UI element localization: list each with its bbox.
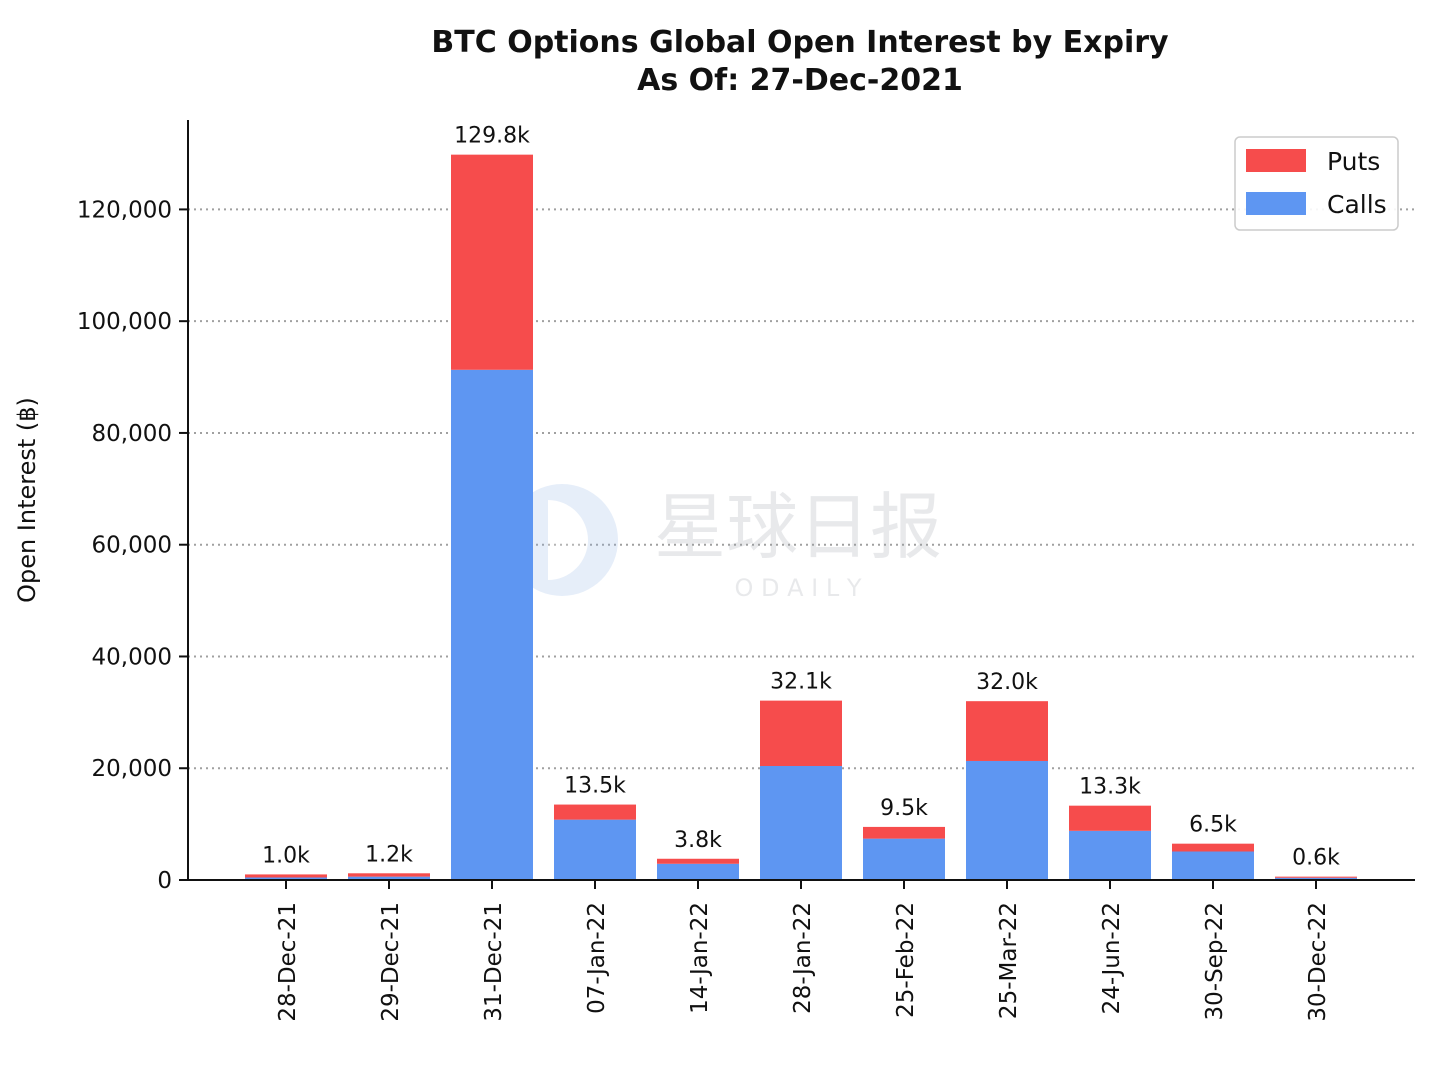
bar-total-label: 1.0k <box>262 843 310 868</box>
bar-calls-28-Dec-21 <box>245 877 327 880</box>
watermark-latin: O D A I L Y <box>734 574 861 602</box>
x-tick-label: 25-Feb-22 <box>893 902 919 1018</box>
bar-total-label: 0.6k <box>1292 846 1340 871</box>
odaily-watermark: 星球日报 O D A I L Y <box>506 484 942 602</box>
bar-puts-25-Feb-22 <box>863 826 945 839</box>
bar-calls-30-Sep-22 <box>1172 851 1254 880</box>
bars <box>245 154 1357 880</box>
x-tick-label: 28-Dec-21 <box>275 902 301 1022</box>
bar-puts-07-Jan-22 <box>554 804 636 820</box>
chart-title: BTC Options Global Open Interest by Expi… <box>431 25 1169 60</box>
odaily-logo-d-shape <box>548 500 588 580</box>
odaily-logo-icon <box>506 484 618 596</box>
x-tick-label: 30-Dec-22 <box>1305 902 1331 1022</box>
y-tick-label: 100,000 <box>77 309 172 335</box>
legend: Puts Calls <box>1234 136 1399 231</box>
bar-puts-28-Dec-21 <box>245 874 327 878</box>
x-tick-label: 30-Sep-22 <box>1202 902 1228 1020</box>
legend-label-calls: Calls <box>1327 190 1387 219</box>
bar-total-label: 129.8k <box>454 124 530 149</box>
y-tick-label: 0 <box>157 868 172 894</box>
legend-swatch-puts <box>1246 149 1306 172</box>
y-tick-label: 80,000 <box>92 421 172 447</box>
bar-calls-14-Jan-22 <box>657 863 739 880</box>
y-tick-label: 120,000 <box>77 197 172 223</box>
bar-total-label: 9.5k <box>880 796 928 821</box>
y-tick-label: 60,000 <box>92 533 172 559</box>
y-tick-label: 40,000 <box>92 644 172 670</box>
watermark-chinese: 星球日报 <box>654 485 942 569</box>
x-tick-label: 14-Jan-22 <box>687 902 713 1014</box>
bar-puts-31-Dec-21 <box>451 154 533 370</box>
legend-label-puts: Puts <box>1327 147 1380 176</box>
bar-puts-30-Dec-22 <box>1275 876 1357 878</box>
bar-total-labels: 1.0k 1.2k 129.8k 13.5k 3.8k 32.1k 9.5k 32.0k 13.… <box>262 124 1340 871</box>
bar-calls-29-Dec-21 <box>348 876 430 880</box>
bar-calls-30-Dec-22 <box>1275 877 1357 880</box>
bar-calls-25-Feb-22 <box>863 838 945 880</box>
bar-total-label: 1.2k <box>365 842 413 867</box>
bar-total-label: 6.5k <box>1189 813 1237 838</box>
bar-puts-14-Jan-22 <box>657 858 739 864</box>
x-tick-label: 07-Jan-22 <box>584 902 610 1014</box>
bar-calls-07-Jan-22 <box>554 819 636 880</box>
bar-puts-25-Mar-22 <box>966 701 1048 761</box>
chart-subtitle: As Of: 27-Dec-2021 <box>637 63 963 98</box>
bar-puts-28-Jan-22 <box>760 700 842 766</box>
bar-puts-29-Dec-21 <box>348 873 430 877</box>
y-tick-label: 20,000 <box>92 756 172 782</box>
bar-total-label: 13.3k <box>1079 775 1141 800</box>
bar-calls-25-Mar-22 <box>966 760 1048 880</box>
x-tick-label: 28-Jan-22 <box>790 902 816 1014</box>
bar-calls-31-Dec-21 <box>451 369 533 880</box>
bar-puts-30-Sep-22 <box>1172 843 1254 852</box>
x-tick-label: 29-Dec-21 <box>378 902 404 1022</box>
y-axis-label: Open Interest (฿) <box>13 397 41 603</box>
bar-puts-24-Jun-22 <box>1069 805 1151 831</box>
x-tick-label: 25-Mar-22 <box>996 902 1022 1019</box>
bar-total-label: 13.5k <box>564 774 626 799</box>
bar-calls-24-Jun-22 <box>1069 830 1151 880</box>
x-tick-label: 31-Dec-21 <box>481 902 507 1022</box>
bar-calls-28-Jan-22 <box>760 766 842 880</box>
legend-swatch-calls <box>1246 192 1306 215</box>
bar-total-label: 3.8k <box>674 828 722 853</box>
y-ticks: 0 20,000 40,000 60,000 80,000 100,000 120,000 <box>77 197 188 894</box>
x-tick-label: 24-Jun-22 <box>1099 902 1125 1014</box>
bar-total-label: 32.1k <box>770 670 832 695</box>
x-ticks: 28-Dec-21 29-Dec-21 31-Dec-21 07-Jan-22 14-J… <box>275 880 1331 1022</box>
bar-total-label: 32.0k <box>976 670 1038 695</box>
